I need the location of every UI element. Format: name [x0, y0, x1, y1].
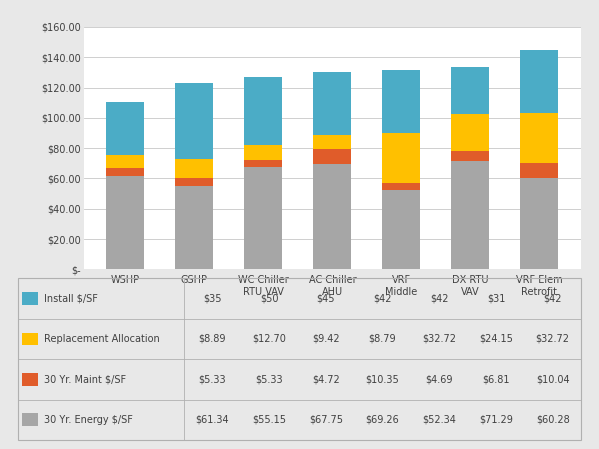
Bar	[23, 373, 38, 386]
Text: $42: $42	[543, 294, 562, 304]
Text: $31: $31	[487, 294, 505, 304]
Text: $12.70: $12.70	[252, 334, 286, 344]
Bar	[244, 77, 282, 145]
Bar	[23, 414, 38, 426]
Bar	[176, 158, 213, 178]
Text: $4.72: $4.72	[312, 374, 340, 384]
Text: $60.28: $60.28	[536, 415, 570, 425]
Text: Replacement Allocation: Replacement Allocation	[44, 334, 160, 344]
Text: $8.89: $8.89	[199, 334, 226, 344]
Bar	[452, 161, 489, 269]
Text: $45: $45	[317, 294, 335, 304]
Text: $71.29: $71.29	[479, 415, 513, 425]
Text: $10.04: $10.04	[536, 374, 570, 384]
Bar	[383, 183, 420, 190]
Bar	[176, 83, 213, 158]
Bar	[244, 159, 282, 167]
Bar	[452, 114, 489, 151]
Text: $69.26: $69.26	[365, 415, 400, 425]
Bar	[313, 72, 352, 136]
Bar	[313, 136, 352, 149]
Bar	[521, 49, 558, 113]
Text: $5.33: $5.33	[199, 374, 226, 384]
Text: $67.75: $67.75	[309, 415, 343, 425]
Text: $32.72: $32.72	[422, 334, 456, 344]
Text: $24.15: $24.15	[479, 334, 513, 344]
Text: $5.33: $5.33	[255, 374, 283, 384]
Text: $61.34: $61.34	[196, 415, 229, 425]
Text: $35: $35	[203, 294, 222, 304]
Text: $4.69: $4.69	[425, 374, 453, 384]
Bar	[383, 190, 420, 269]
Bar	[107, 168, 144, 176]
Text: $55.15: $55.15	[252, 415, 286, 425]
Text: $32.72: $32.72	[536, 334, 570, 344]
Bar	[383, 70, 420, 133]
Text: $8.79: $8.79	[369, 334, 397, 344]
Text: $50: $50	[260, 294, 279, 304]
Text: 30 Yr. Energy $/SF: 30 Yr. Energy $/SF	[44, 415, 134, 425]
Bar	[313, 164, 352, 269]
Bar	[383, 133, 420, 183]
Bar	[23, 292, 38, 305]
Bar	[521, 163, 558, 178]
Bar	[107, 155, 144, 168]
Bar	[452, 67, 489, 114]
Text: 30 Yr. Maint $/SF: 30 Yr. Maint $/SF	[44, 374, 126, 384]
Bar	[521, 178, 558, 269]
Bar	[244, 145, 282, 159]
Text: $9.42: $9.42	[312, 334, 340, 344]
Bar	[107, 102, 144, 155]
Text: $42: $42	[373, 294, 392, 304]
Bar	[452, 151, 489, 161]
Text: Install $/SF: Install $/SF	[44, 294, 98, 304]
Bar	[521, 113, 558, 163]
Bar	[244, 167, 282, 269]
Text: $42: $42	[430, 294, 449, 304]
Bar	[313, 149, 352, 164]
Text: $10.35: $10.35	[365, 374, 400, 384]
Bar	[107, 176, 144, 269]
Bar	[176, 178, 213, 186]
Bar	[23, 333, 38, 345]
Text: $6.81: $6.81	[482, 374, 510, 384]
Text: $52.34: $52.34	[422, 415, 456, 425]
Bar	[176, 186, 213, 269]
